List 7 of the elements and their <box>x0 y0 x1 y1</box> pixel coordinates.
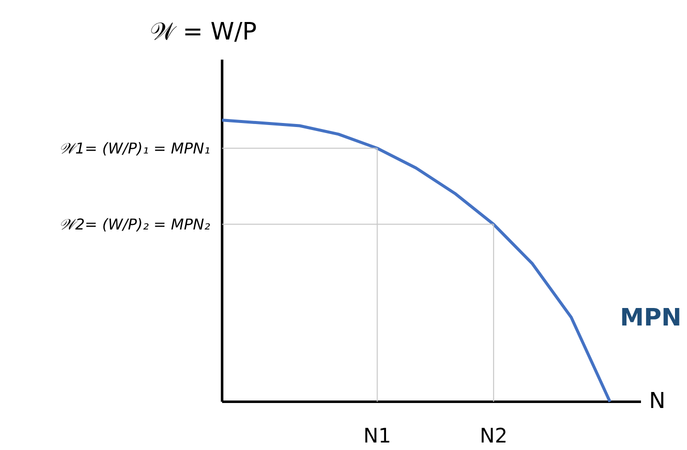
ref-line-label: 𝒲1= (W/P)₁ = MPN₁ <box>59 139 210 158</box>
x-tick-label: N2 <box>480 424 508 448</box>
x-axis-title: N <box>648 389 666 414</box>
ref-line-label: 𝒲2= (W/P)₂ = MPN₂ <box>59 215 210 234</box>
x-tick-label: N1 <box>363 424 392 448</box>
y-axis-title: 𝒲 = W/P <box>150 18 257 46</box>
series-label: MPN <box>620 304 682 332</box>
